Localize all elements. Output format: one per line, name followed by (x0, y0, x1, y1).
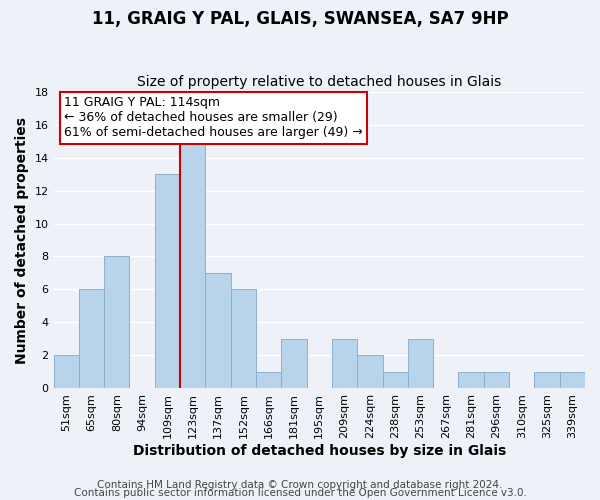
Bar (53, 355, 79, 388)
Bar (458, 372, 484, 388)
Bar (104, 256, 130, 388)
Bar (332, 338, 357, 388)
Bar (155, 174, 180, 388)
Bar (79, 290, 104, 388)
Y-axis label: Number of detached properties: Number of detached properties (15, 116, 29, 364)
Bar (357, 355, 383, 388)
Bar (535, 372, 560, 388)
Title: Size of property relative to detached houses in Glais: Size of property relative to detached ho… (137, 76, 502, 90)
Bar (484, 372, 509, 388)
Text: 11 GRAIG Y PAL: 114sqm
← 36% of detached houses are smaller (29)
61% of semi-det: 11 GRAIG Y PAL: 114sqm ← 36% of detached… (64, 96, 363, 140)
Text: Contains HM Land Registry data © Crown copyright and database right 2024.: Contains HM Land Registry data © Crown c… (97, 480, 503, 490)
Bar (180, 142, 205, 388)
Text: Contains public sector information licensed under the Open Government Licence v3: Contains public sector information licen… (74, 488, 526, 498)
Bar (205, 273, 230, 388)
Text: 11, GRAIG Y PAL, GLAIS, SWANSEA, SA7 9HP: 11, GRAIG Y PAL, GLAIS, SWANSEA, SA7 9HP (92, 10, 508, 28)
Bar (560, 372, 585, 388)
Bar (256, 372, 281, 388)
Bar (281, 338, 307, 388)
Bar (408, 338, 433, 388)
Bar (383, 372, 408, 388)
X-axis label: Distribution of detached houses by size in Glais: Distribution of detached houses by size … (133, 444, 506, 458)
Bar (230, 290, 256, 388)
